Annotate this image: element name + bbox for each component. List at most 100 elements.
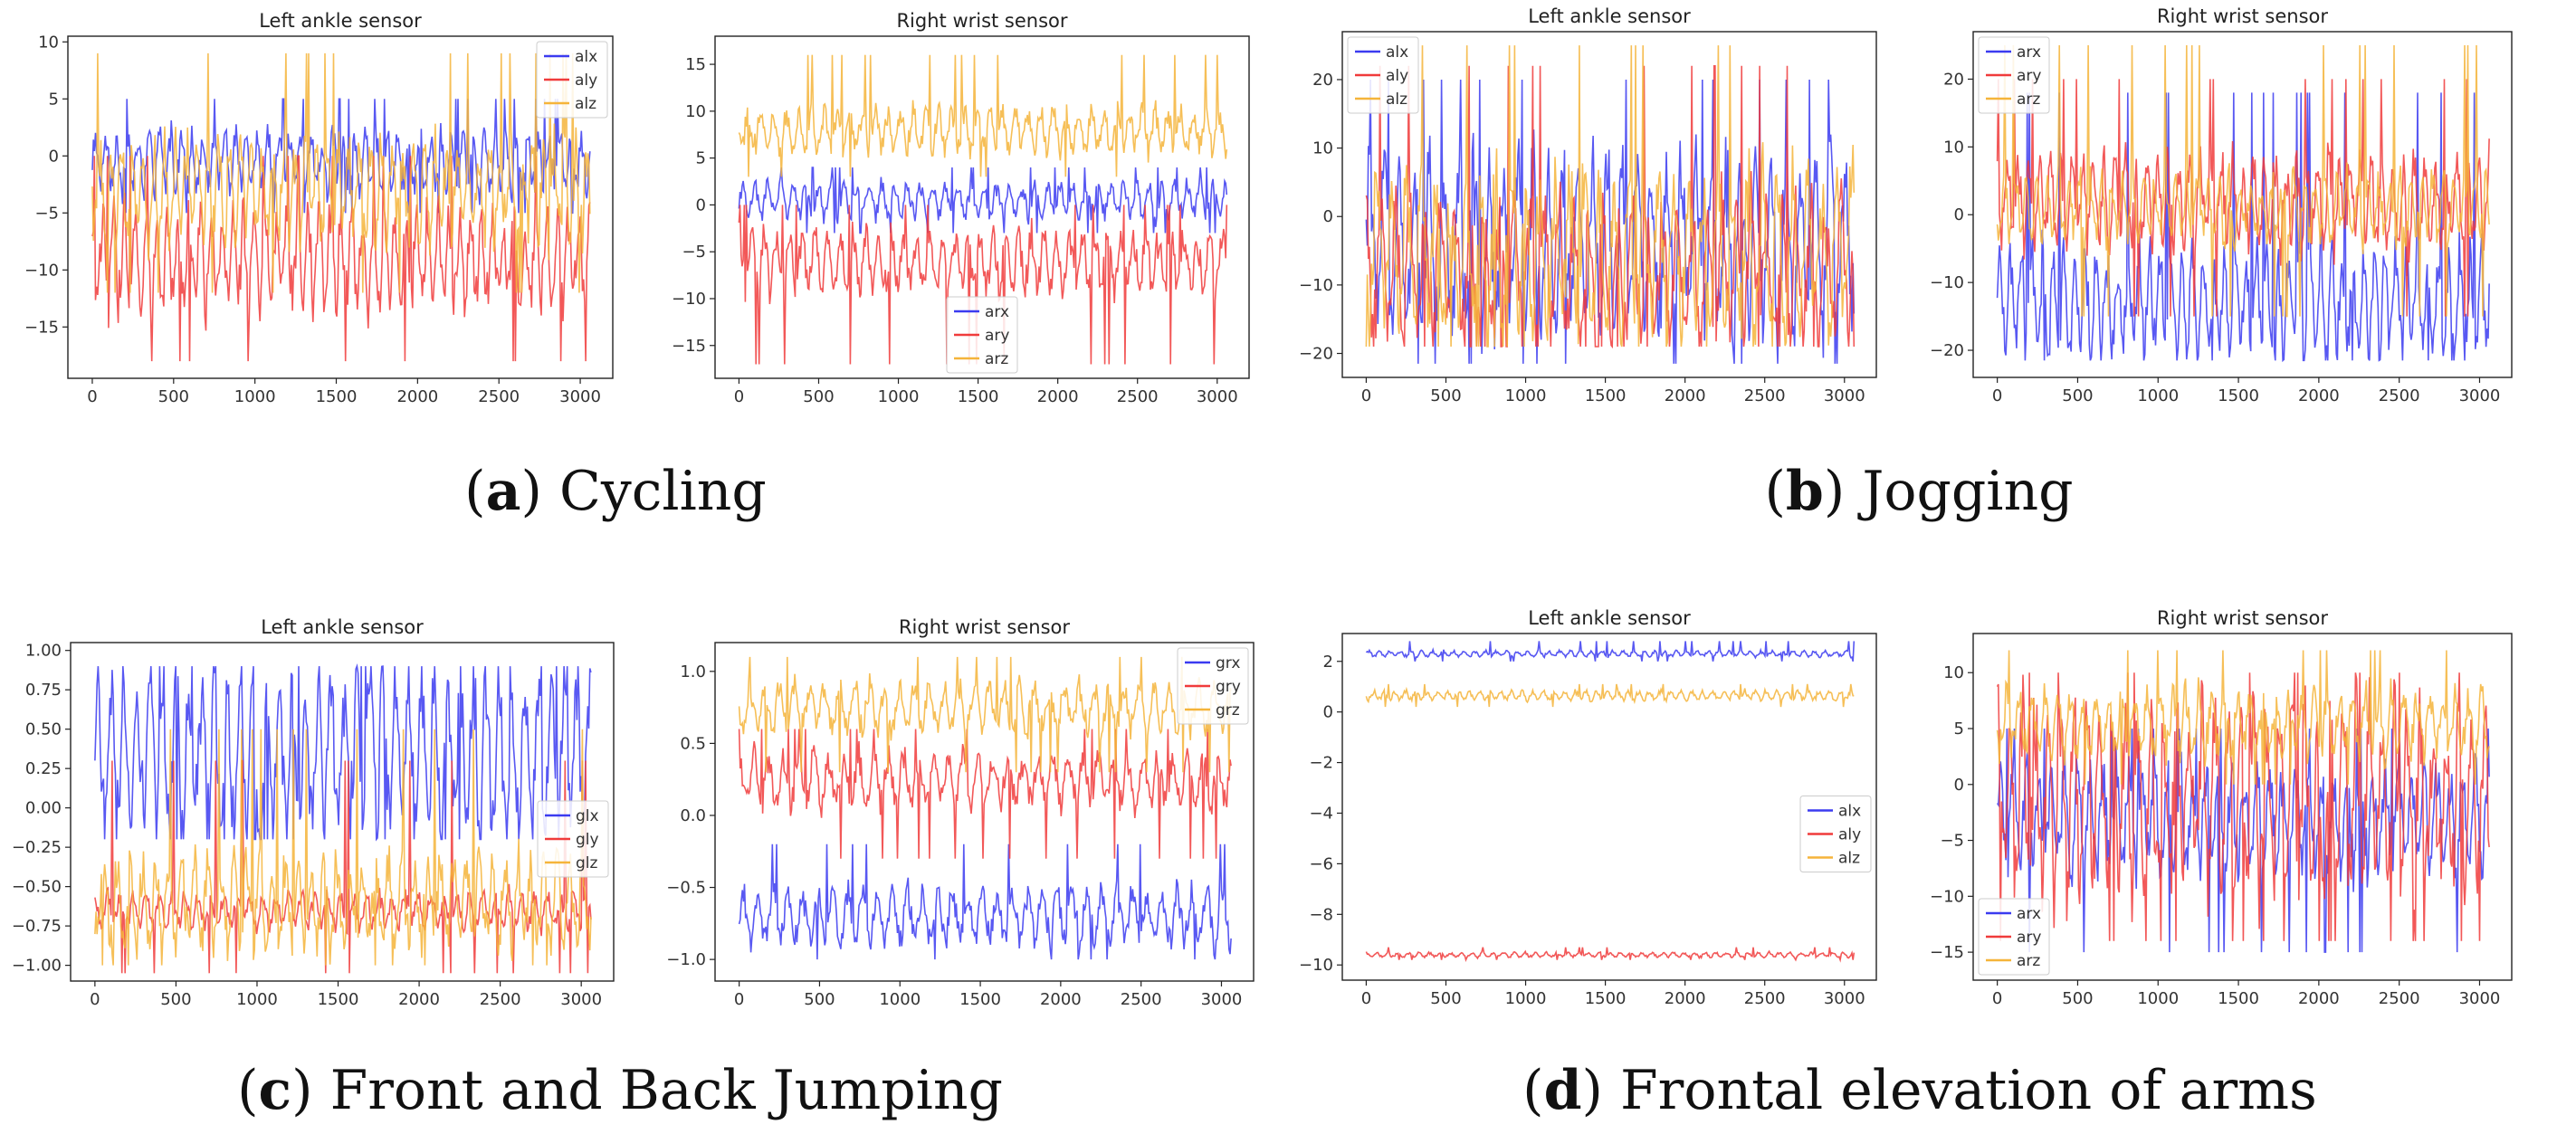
- chart-b-3: Right wrist sensor 0 500 1000 1500 2000 2500 30…: [1930, 5, 2513, 405]
- legend-label-gry: gry: [1216, 678, 1241, 696]
- plot-frame: [714, 35, 1250, 379]
- x-tick-label: 1000: [879, 990, 921, 1009]
- series-line-ary: [738, 205, 1228, 365]
- series-line-arz: [1996, 44, 2490, 318]
- y-tick-label: 10: [38, 33, 59, 52]
- x-tick-label: 3000: [560, 990, 602, 1009]
- plot-frame: [67, 35, 614, 379]
- x-tick-label: 500: [160, 990, 191, 1009]
- series-group: [738, 54, 1228, 365]
- y-tick-label: −20: [1299, 345, 1333, 364]
- series-group: [91, 52, 591, 362]
- x-tick-label: 1500: [1585, 989, 1627, 1008]
- x-tick-label: 0: [1361, 989, 1371, 1008]
- legend-label-alz: alz: [1838, 850, 1860, 868]
- y-tick-label: 0.0: [680, 806, 706, 825]
- y-tick-label: −5: [34, 204, 59, 223]
- x-tick-label: 3000: [559, 387, 601, 406]
- x-tick-label: 3000: [2459, 386, 2501, 405]
- y-tick-label: 0.75: [25, 681, 62, 700]
- y-tick-label: −6: [1309, 854, 1333, 873]
- series-line-alx: [1365, 641, 1856, 662]
- y-tick-label: −0.75: [12, 917, 62, 936]
- x-tick-label: 2500: [478, 387, 520, 406]
- x-tick-label: 500: [1430, 989, 1461, 1008]
- y-tick-label: 1.00: [25, 642, 62, 661]
- y-tick-label: −10: [1930, 887, 1964, 906]
- legend-label-alx: alx: [1386, 43, 1408, 62]
- y-tick-label: −15: [24, 318, 59, 337]
- y-tick-label: −2: [1309, 754, 1333, 773]
- x-tick-label: 0: [734, 990, 744, 1009]
- legend-label-ary: ary: [2017, 929, 2041, 947]
- legend: arx ary arz: [946, 296, 1018, 374]
- legend-label-glx: glx: [576, 807, 599, 825]
- y-tick-label: 20: [1943, 70, 1964, 89]
- legend-box: [1978, 36, 2050, 114]
- x-tick-label: 2500: [1121, 990, 1162, 1009]
- y-tick-label: 5: [696, 149, 706, 168]
- x-tick-label: 0: [734, 387, 744, 406]
- legend: alx aly alz: [536, 41, 608, 119]
- x-tick-label: 0: [87, 387, 97, 406]
- legend-label-alx: alx: [1838, 803, 1861, 821]
- legend-box: [537, 800, 609, 878]
- chart-b-2: Left ankle sensor 0 500 1000 1500 2000 2500 300…: [1299, 5, 1877, 405]
- y-tick-label: 5: [49, 90, 59, 109]
- x-tick-label: 1500: [2218, 989, 2259, 1008]
- legend: alx aly alz: [1799, 796, 1872, 872]
- y-tick-label: −0.5: [666, 879, 706, 898]
- x-tick-label: 1000: [878, 387, 920, 406]
- legend-label-gly: gly: [576, 831, 599, 849]
- legend-label-aly: aly: [575, 71, 597, 90]
- y-tick-label: 0: [1323, 703, 1333, 722]
- y-tick-label: 0: [1954, 205, 1964, 224]
- plot-frame: [714, 642, 1255, 982]
- plot-frame: [1341, 31, 1877, 378]
- caption-a: (a) Cycling: [464, 460, 767, 523]
- x-tick-label: 1000: [2137, 989, 2179, 1008]
- legend-box: [1177, 647, 1249, 725]
- plot-frame: [1341, 633, 1877, 981]
- y-tick-label: 15: [685, 55, 706, 74]
- series-line-arz: [1996, 650, 2490, 785]
- y-tick-label: 10: [1943, 663, 1964, 682]
- x-tick-label: 2500: [2379, 386, 2420, 405]
- y-tick-label: 0: [49, 147, 59, 166]
- series-line-alz: [1365, 683, 1855, 708]
- plot-title: Left ankle sensor: [1528, 607, 1691, 629]
- legend-box: [946, 296, 1018, 374]
- chart-d-7: Right wrist sensor 0 500 1000 1500 2000 2500 30…: [1930, 607, 2513, 1008]
- plot-title: Right wrist sensor: [896, 10, 1067, 32]
- legend-label-arx: arx: [2017, 43, 2041, 62]
- x-tick-label: 2000: [2298, 386, 2340, 405]
- legend: grx gry grz: [1177, 647, 1249, 725]
- y-tick-label: −1.0: [666, 950, 706, 969]
- y-tick-label: 0: [696, 195, 706, 214]
- y-tick-label: −5: [682, 243, 706, 262]
- y-tick-label: −5: [1940, 832, 1964, 851]
- y-tick-label: 2: [1323, 653, 1333, 672]
- legend-label-aly: aly: [1838, 826, 1861, 844]
- y-tick-label: −10: [1299, 956, 1333, 975]
- legend-label-arz: arz: [2017, 952, 2040, 970]
- legend-label-grx: grx: [1216, 654, 1240, 672]
- series-group: [94, 663, 592, 974]
- x-tick-label: 1500: [1585, 386, 1627, 405]
- series-group: [1365, 45, 1856, 364]
- plot-title: Left ankle sensor: [1528, 5, 1691, 27]
- x-tick-label: 500: [804, 990, 835, 1009]
- series-line-glz: [94, 729, 592, 966]
- legend-box: [536, 41, 608, 119]
- y-tick-label: 20: [1312, 71, 1333, 90]
- x-tick-label: 1000: [236, 990, 278, 1009]
- legend-label-alz: alz: [1386, 91, 1407, 109]
- plot-frame: [1972, 633, 2513, 981]
- y-tick-label: −10: [672, 290, 706, 309]
- plot-title: Right wrist sensor: [2157, 607, 2328, 629]
- x-tick-label: 1000: [2137, 386, 2179, 405]
- series-line-alz: [1365, 45, 1856, 348]
- chart-a-1: Right wrist sensor 0 500 1000 1500 2000 2500 30…: [672, 10, 1250, 406]
